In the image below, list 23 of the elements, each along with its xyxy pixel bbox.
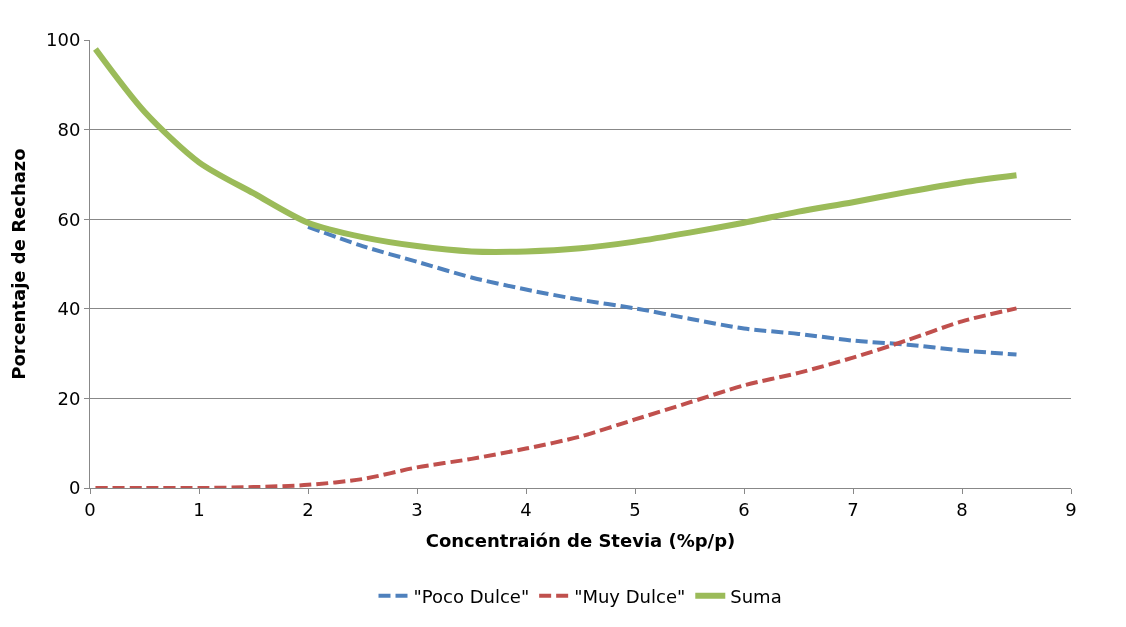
- y-tick-label: 80: [57, 118, 81, 140]
- x-tick-label: 0: [84, 498, 96, 520]
- x-tick-label: 3: [411, 498, 423, 520]
- x-tick-label: 6: [738, 498, 750, 520]
- x-tick-label: 2: [302, 498, 314, 520]
- legend-label: Suma: [730, 585, 782, 607]
- y-tick-label: 0: [68, 477, 81, 499]
- x-tick-label: 8: [956, 498, 968, 520]
- y-tick-label: 60: [57, 208, 81, 230]
- x-tick-label: 5: [629, 498, 641, 520]
- x-tick-label: 1: [193, 498, 205, 520]
- y-tick-label: 40: [57, 298, 81, 320]
- legend-label: "Muy Dulce": [574, 585, 686, 607]
- line-series: [93, 306, 1019, 488]
- line-series: [306, 224, 1019, 357]
- legend-label: "Poco Dulce": [413, 585, 530, 607]
- x-tick-label: 4: [520, 498, 532, 520]
- y-tick-label: 20: [57, 387, 81, 409]
- x-tick-label: 7: [847, 498, 859, 520]
- y-axis-title: Porcentaje de Rechazo: [8, 148, 30, 380]
- x-tick-label: 9: [1065, 498, 1077, 520]
- y-tick-label: 100: [46, 29, 81, 51]
- x-axis-title: Concentraión de Stevia (%p/p): [425, 529, 736, 551]
